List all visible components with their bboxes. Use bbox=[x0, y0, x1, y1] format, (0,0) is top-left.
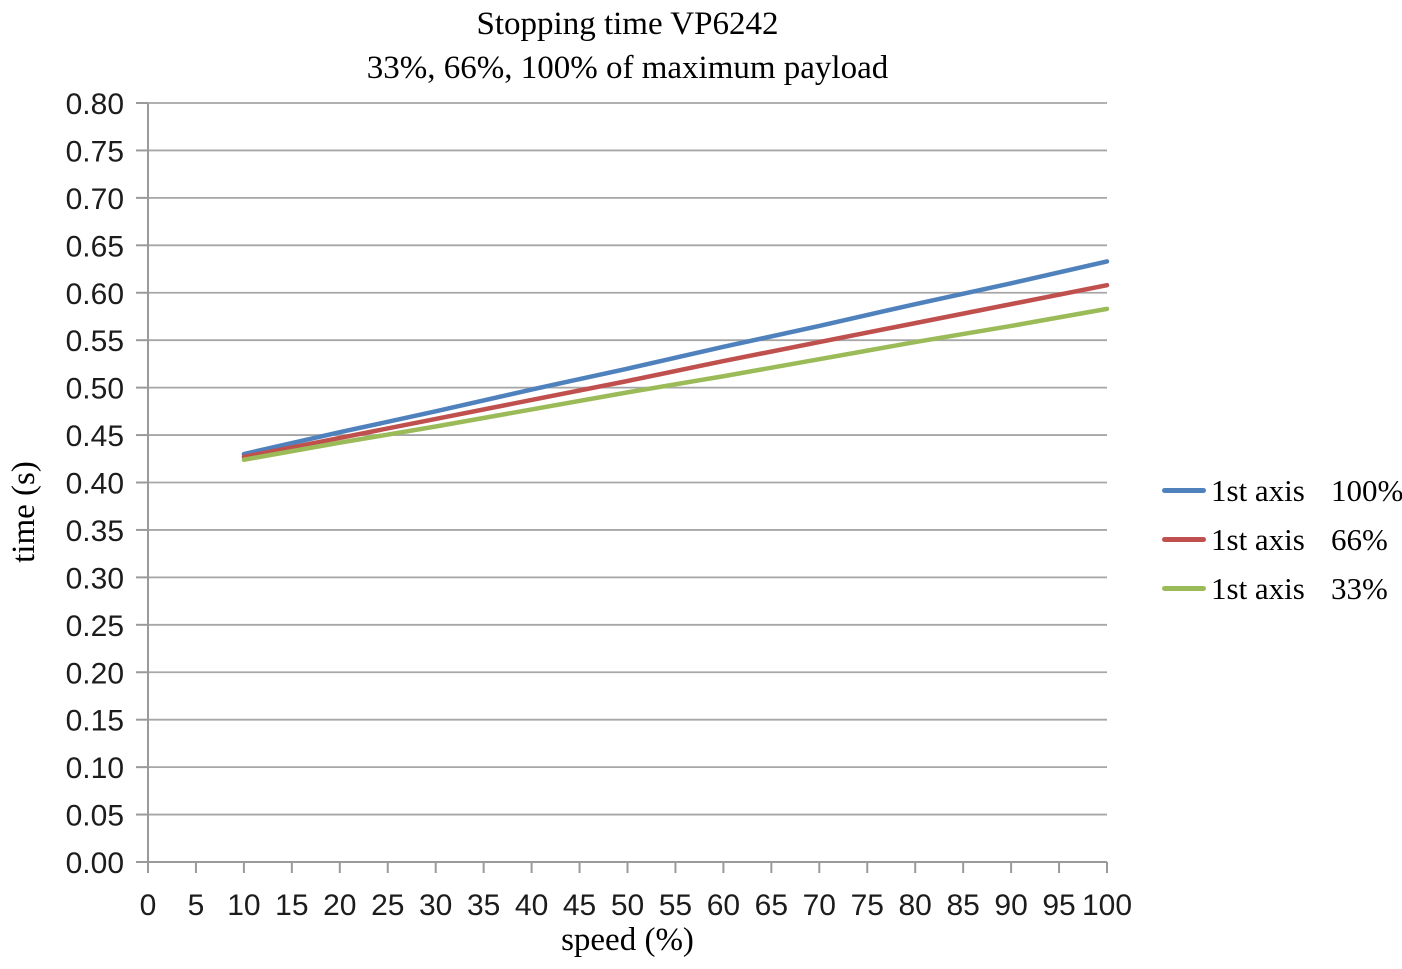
legend-item-33: 1st axis 33% bbox=[1162, 564, 1402, 613]
svg-text:0.70: 0.70 bbox=[66, 183, 124, 216]
svg-text:45: 45 bbox=[563, 889, 596, 922]
svg-text:0.00: 0.00 bbox=[66, 847, 124, 880]
legend-label: 1st axis bbox=[1211, 472, 1305, 508]
legend-line-swatch-green bbox=[1162, 586, 1206, 591]
svg-text:0.10: 0.10 bbox=[66, 752, 124, 785]
svg-text:90: 90 bbox=[994, 889, 1027, 922]
legend-value: 100% bbox=[1331, 472, 1402, 508]
legend-item-66: 1st axis 66% bbox=[1162, 515, 1402, 564]
svg-text:15: 15 bbox=[275, 889, 308, 922]
chart-title: Stopping time VP6242 bbox=[476, 6, 779, 42]
svg-text:95: 95 bbox=[1042, 889, 1075, 922]
legend-line-swatch-blue bbox=[1162, 488, 1206, 493]
svg-text:85: 85 bbox=[946, 889, 979, 922]
legend-label: 1st axis bbox=[1211, 521, 1305, 557]
chart-subtitle: 33%, 66%, 100% of maximum payload bbox=[366, 50, 889, 86]
svg-text:65: 65 bbox=[755, 889, 788, 922]
svg-text:55: 55 bbox=[659, 889, 692, 922]
svg-text:0.75: 0.75 bbox=[66, 135, 124, 168]
legend-value: 66% bbox=[1331, 521, 1388, 557]
svg-text:0.65: 0.65 bbox=[66, 230, 124, 263]
legend-line-swatch-red bbox=[1162, 537, 1206, 542]
svg-text:0.35: 0.35 bbox=[66, 515, 124, 548]
svg-text:0.40: 0.40 bbox=[66, 468, 124, 501]
svg-text:0.15: 0.15 bbox=[66, 705, 124, 738]
x-axis-title: speed (%) bbox=[561, 922, 694, 958]
svg-text:0.20: 0.20 bbox=[66, 657, 124, 690]
svg-text:25: 25 bbox=[371, 889, 404, 922]
svg-text:20: 20 bbox=[323, 889, 356, 922]
svg-text:50: 50 bbox=[611, 889, 644, 922]
legend-value: 33% bbox=[1331, 570, 1388, 606]
svg-text:80: 80 bbox=[899, 889, 932, 922]
svg-text:35: 35 bbox=[467, 889, 500, 922]
legend-label: 1st axis bbox=[1211, 570, 1305, 606]
legend: 1st axis 100% 1st axis 66% 1st axis 33% bbox=[1162, 466, 1402, 613]
svg-text:0.25: 0.25 bbox=[66, 610, 124, 643]
svg-text:30: 30 bbox=[419, 889, 452, 922]
chart-title-block: Stopping time VP6242 33%, 66%, 100% of m… bbox=[0, 2, 1255, 90]
svg-text:0.60: 0.60 bbox=[66, 278, 124, 311]
svg-text:0.50: 0.50 bbox=[66, 373, 124, 406]
svg-text:100: 100 bbox=[1082, 889, 1132, 922]
legend-item-100: 1st axis 100% bbox=[1162, 466, 1402, 515]
svg-text:60: 60 bbox=[707, 889, 740, 922]
svg-text:0.80: 0.80 bbox=[66, 88, 124, 121]
svg-text:40: 40 bbox=[515, 889, 548, 922]
svg-text:10: 10 bbox=[227, 889, 260, 922]
svg-text:0: 0 bbox=[140, 889, 157, 922]
svg-text:0.45: 0.45 bbox=[66, 420, 124, 453]
y-axis-title: time (s) bbox=[6, 461, 42, 563]
svg-text:0.30: 0.30 bbox=[66, 562, 124, 595]
svg-text:75: 75 bbox=[851, 889, 884, 922]
svg-text:0.05: 0.05 bbox=[66, 800, 124, 833]
svg-text:0.55: 0.55 bbox=[66, 325, 124, 358]
svg-text:5: 5 bbox=[188, 889, 205, 922]
svg-text:70: 70 bbox=[803, 889, 836, 922]
